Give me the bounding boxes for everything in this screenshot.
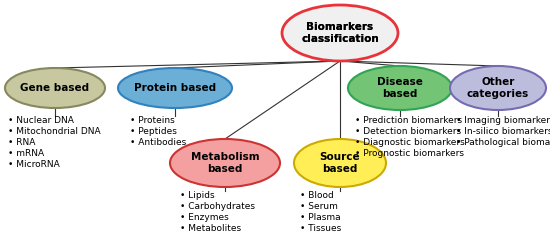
Text: • mRNA: • mRNA bbox=[8, 149, 44, 158]
Text: • Proteins: • Proteins bbox=[130, 116, 175, 125]
Ellipse shape bbox=[170, 139, 280, 187]
Text: • Prediction biomarkers: • Prediction biomarkers bbox=[355, 116, 462, 125]
Text: Gene based: Gene based bbox=[20, 83, 90, 93]
Text: • Imaging biomarkers: • Imaging biomarkers bbox=[456, 116, 550, 125]
Ellipse shape bbox=[282, 5, 398, 61]
Text: • Lipids: • Lipids bbox=[180, 191, 214, 200]
Text: • Pathological biomarkers: • Pathological biomarkers bbox=[456, 138, 550, 147]
Text: • Antibodies: • Antibodies bbox=[130, 138, 186, 147]
Text: Disease
based: Disease based bbox=[377, 77, 423, 99]
Text: • Plasma: • Plasma bbox=[300, 213, 340, 222]
Text: • MicroRNA: • MicroRNA bbox=[8, 160, 60, 169]
Text: • Enzymes: • Enzymes bbox=[180, 213, 229, 222]
Text: Biomarkers
classification: Biomarkers classification bbox=[301, 22, 379, 44]
Ellipse shape bbox=[348, 66, 452, 110]
Ellipse shape bbox=[118, 68, 232, 108]
Text: • Serum: • Serum bbox=[300, 202, 338, 211]
Text: • Tissues: • Tissues bbox=[300, 224, 341, 233]
Text: • Metabolites: • Metabolites bbox=[180, 224, 241, 233]
Text: • Blood: • Blood bbox=[300, 191, 334, 200]
Ellipse shape bbox=[5, 68, 105, 108]
Text: Protein based: Protein based bbox=[134, 83, 216, 93]
Text: Biomarkers
classification: Biomarkers classification bbox=[301, 22, 379, 44]
Text: • Nuclear DNA: • Nuclear DNA bbox=[8, 116, 74, 125]
Text: • Mitochondrial DNA: • Mitochondrial DNA bbox=[8, 127, 101, 136]
Text: • In-silico biomarkers: • In-silico biomarkers bbox=[456, 127, 550, 136]
Text: • RNA: • RNA bbox=[8, 138, 35, 147]
Ellipse shape bbox=[450, 66, 546, 110]
Text: Source
based: Source based bbox=[320, 152, 360, 174]
Text: • Prognostic biomarkers: • Prognostic biomarkers bbox=[355, 149, 464, 158]
Text: Metabolism
based: Metabolism based bbox=[191, 152, 259, 174]
Text: Other
categories: Other categories bbox=[467, 77, 529, 99]
Text: • Peptides: • Peptides bbox=[130, 127, 177, 136]
Text: • Carbohydrates: • Carbohydrates bbox=[180, 202, 255, 211]
Ellipse shape bbox=[294, 139, 386, 187]
Text: • Diagnostic biomarkers: • Diagnostic biomarkers bbox=[355, 138, 465, 147]
Text: • Detection biomarkers: • Detection biomarkers bbox=[355, 127, 461, 136]
